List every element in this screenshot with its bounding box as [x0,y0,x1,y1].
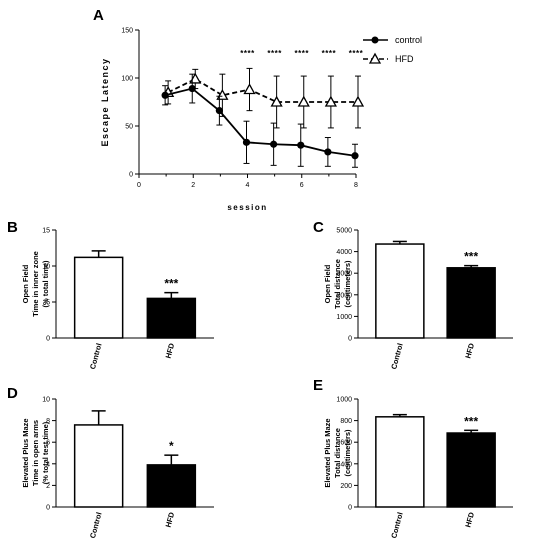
significance-label: **** [240,49,255,58]
data-point-control [215,107,223,115]
panel-letter-d: D [7,385,18,402]
y-axis-label-line: Open Field [323,264,332,303]
panel-letter-a: A [93,7,104,24]
y-tick-label: 15 [42,228,50,235]
bar-control [375,243,425,339]
data-point-hfd [243,83,256,95]
significance-label: **** [322,49,337,58]
data-point-control [297,141,305,149]
y-tick-label: 4 [46,461,50,468]
y-tick-label: 200 [340,483,352,490]
data-point-control [161,91,169,99]
y-tick-label: 0 [46,336,50,343]
panel-letter-e: E [313,377,323,394]
y-tick-label: 1000 [336,314,352,321]
significance-label: **** [349,49,364,58]
y-tick-label: 5000 [336,228,352,235]
significance-label: **** [295,49,310,58]
x-category-label: HFD [164,342,177,360]
bar-hfd [146,464,197,508]
x-tick-label: 0 [137,182,141,189]
y-tick-label: 2000 [336,292,352,299]
y-tick-label: 2 [46,483,50,490]
plus-maze-distance-chart: 0 200 400 600 800 1000 Elevated Plus Maze Total… [323,397,513,539]
y-axis-label-line: Total distance [333,259,342,309]
x-category-label: HFD [164,511,177,529]
data-point-control [351,152,359,160]
x-category-label: HFD [463,511,476,529]
significance-label: *** [464,414,478,428]
escape-latency-chart: 0 50 100 150 0 2 4 6 8 session Escape Latency **** *… [100,28,422,213]
y-tick-label: 50 [125,124,133,131]
open-field-distance-chart: 0 1000 2000 3000 4000 5000 Open Field Total dis… [323,228,513,370]
series-line-control [164,87,356,157]
bar-control [73,424,124,508]
bar-hfd [446,432,496,508]
y-tick-label: 3000 [336,271,352,278]
x-category-label: Control [88,342,104,370]
significance-label: *** [464,250,478,264]
x-tick-label: 8 [354,182,358,189]
data-point-hfd [351,95,365,107]
panel-letter-c: C [313,219,324,236]
y-tick-label: 10 [42,264,50,271]
y-tick-label: 1000 [336,397,352,404]
y-axis-label-line: Elevated Plus Maze [323,418,332,487]
y-tick-label: 0 [348,505,352,512]
x-tick-label: 2 [191,182,195,189]
y-axis-label-line: Open Field [21,264,30,303]
bar-hfd [446,267,496,339]
data-point-hfd [270,95,283,107]
y-axis-label-line: Time in inner zone [31,251,40,317]
y-tick-label: 100 [121,76,133,83]
x-tick-label: 4 [246,182,250,189]
y-axis-label-line: (% total time) [41,260,50,308]
x-category-label: Control [389,511,405,539]
x-category-label: Control [389,342,405,370]
y-tick-label: 0 [46,505,50,512]
bar-control [375,416,425,508]
data-point-hfd [324,95,337,107]
y-tick-label: 0 [348,336,352,343]
y-tick-label: 10 [42,397,50,404]
y-tick-label: 8 [46,418,50,425]
data-point-control [324,148,332,156]
data-point-control [242,138,251,146]
y-axis-label-line: (% total test time) [41,421,50,484]
significance-label: *** [164,277,178,291]
y-tick-label: 4000 [336,249,352,256]
y-tick-label: 400 [340,461,352,468]
y-tick-label: 6 [46,440,50,447]
plus-maze-open-arms-chart: 0 2 4 6 8 10 Elevated Plus Maze Time in open ar… [21,397,214,539]
bar-control [73,256,124,339]
x-axis-label: session [227,203,267,212]
y-axis-label-line: Total distance [333,428,342,478]
y-axis-label: Escape Latency [100,57,110,146]
x-tick-label: 6 [300,182,304,189]
y-axis-label-line: Elevated Plus Maze [21,418,30,487]
legend-marker-control [371,36,379,44]
significance-label: * [169,439,174,453]
x-category-label: HFD [463,342,476,360]
y-tick-label: 0 [129,172,133,179]
y-axis-label-line: (centimeters) [343,260,352,308]
data-point-control [188,84,196,93]
y-tick-label: 600 [340,440,352,447]
significance-label: **** [267,49,282,58]
data-point-hfd [297,95,310,107]
open-field-inner-zone-chart: 0 5 10 15 Open Field Time in inner zone (% tot… [21,228,214,370]
data-point-control [270,140,278,148]
legend-label-control: control [395,35,422,45]
panel-letter-b: B [7,219,18,236]
y-tick-label: 5 [46,300,50,307]
y-axis-label-line: (centimeters) [343,429,352,477]
x-category-label: Control [88,511,104,539]
legend-label-hfd: HFD [395,54,414,64]
y-axis-label-line: Time in open arms [31,420,40,486]
y-tick-label: 800 [340,418,352,425]
legend-marker-hfd [368,52,382,64]
y-tick-label: 150 [121,28,133,35]
bar-hfd [146,297,197,339]
